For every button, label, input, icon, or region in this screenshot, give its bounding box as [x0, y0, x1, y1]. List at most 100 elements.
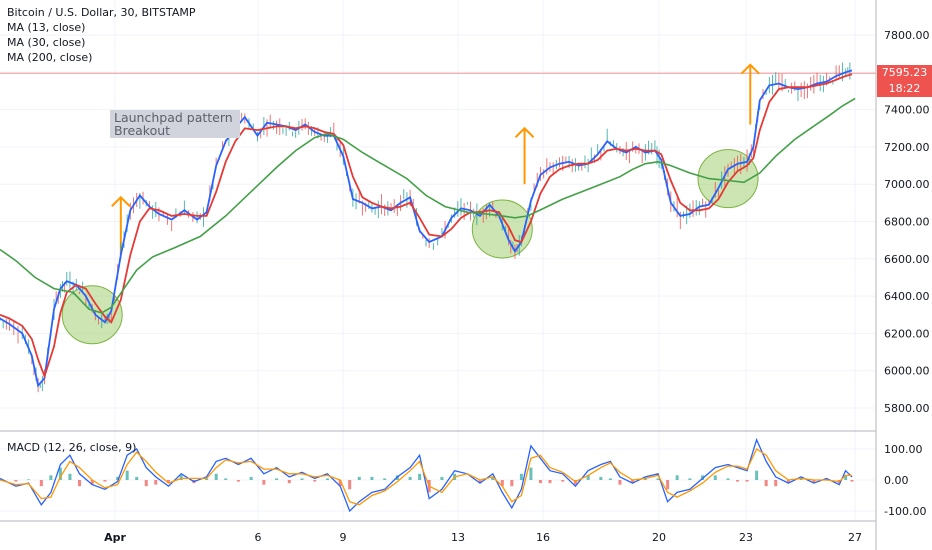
macd-histogram-bar	[300, 478, 304, 480]
macd-tick-label: 0.00	[884, 474, 909, 487]
price-tick-label: 5800.00	[884, 402, 930, 415]
ma200-line	[0, 97, 856, 314]
price-series	[0, 62, 856, 393]
grid-lines	[0, 0, 876, 520]
price-tick-label: 7000.00	[884, 178, 930, 191]
macd-histogram-bar	[135, 476, 139, 480]
price-tick-label: 6600.00	[884, 253, 930, 266]
price-tick-label: 6800.00	[884, 216, 930, 229]
macd-histogram-bar	[103, 480, 107, 482]
ma13-legend[interactable]: MA (13, close)	[7, 21, 86, 34]
price-tick-label: 7800.00	[884, 29, 930, 42]
macd-histogram-bar	[599, 476, 603, 480]
macd-tick-label: 100.00	[884, 443, 923, 456]
bar-countdown-label: 18:22	[877, 81, 932, 97]
macd-histogram-bar	[383, 478, 387, 480]
macd-histogram-bar	[510, 480, 514, 487]
macd-histogram-bar	[357, 476, 361, 480]
macd-histogram-bar	[338, 480, 342, 487]
launchpad-circle	[61, 285, 123, 345]
macd-histogram-bar	[418, 473, 422, 480]
macd-histogram-bar	[666, 480, 670, 490]
macd-histogram-bar	[249, 476, 253, 480]
macd-histogram-bar	[675, 475, 679, 480]
macd-histogram-bar	[825, 478, 829, 480]
macd-title[interactable]: MACD (12, 26, close, 9)	[7, 441, 137, 454]
macd-histogram-bar	[313, 480, 317, 482]
macd-histogram-bar	[275, 478, 279, 480]
macd-histogram-bar	[77, 480, 81, 487]
macd-histogram-bar	[519, 473, 523, 480]
price-tick-label: 6000.00	[884, 365, 930, 378]
macd-histogram-bar	[440, 476, 444, 480]
macd-histogram-bar	[500, 480, 504, 487]
macd-histogram-bar	[154, 480, 158, 485]
macd-histogram-bar	[586, 475, 590, 480]
macd-histogram-bar	[478, 480, 482, 484]
macd-histogram-bar	[656, 478, 660, 480]
macd-histogram-bar	[491, 476, 495, 480]
macd-histogram-bar	[688, 478, 692, 480]
macd-histogram-bar	[325, 478, 329, 480]
breakout-arrowhead	[514, 126, 535, 138]
breakout-arrowhead	[740, 63, 760, 75]
macd-histogram-bar	[287, 480, 291, 484]
macd-histogram-bar	[561, 480, 565, 482]
macd-histogram-bar	[58, 467, 62, 480]
macd-histogram-bar	[205, 478, 209, 480]
macd-histogram-bar	[370, 476, 374, 480]
ma200-legend[interactable]: MA (200, close)	[7, 51, 93, 64]
macd-histogram-bar	[548, 480, 552, 484]
ma13-line	[0, 69, 853, 388]
macd-histogram-bar	[755, 470, 759, 480]
symbol-title[interactable]: Bitcoin / U.S. Dollar, 30, BITSTAMP	[7, 6, 196, 19]
macd-histogram-bar	[39, 480, 43, 487]
macd-histogram-bar	[786, 480, 790, 484]
macd-histogram-bar	[27, 479, 31, 480]
current-price-label: 7595.23	[877, 65, 932, 81]
ma30-line	[0, 73, 853, 380]
macd-legend: MACD (12, 26, close, 9)	[7, 440, 136, 455]
macd-tick-label: -100.00	[884, 505, 926, 518]
time-tick-label: 20	[652, 531, 666, 544]
macd-histogram-bar	[799, 478, 803, 480]
macd-histogram-bar	[408, 476, 412, 480]
macd-histogram-bar	[850, 480, 854, 482]
macd-histogram-bar	[713, 475, 717, 480]
price-tick-label: 6200.00	[884, 327, 930, 340]
macd-histogram-bar	[262, 480, 266, 485]
macd-histogram-bar	[125, 470, 129, 480]
macd-histogram-bar	[224, 478, 228, 480]
macd-histogram-bar	[736, 480, 740, 482]
macd-histogram-bar	[90, 480, 94, 485]
annotation-line-2: Breakout	[114, 123, 171, 138]
time-tick-label: 13	[451, 531, 465, 544]
macd-histogram-bar	[538, 480, 542, 484]
macd-histogram-bar	[116, 476, 120, 480]
launchpad-annotation[interactable]: Launchpad pattern Breakout	[110, 110, 240, 138]
time-tick-label: 16	[536, 531, 550, 544]
macd-histogram-bar	[812, 480, 816, 484]
macd-histogram-bar	[726, 478, 730, 480]
macd-histogram-bar	[166, 480, 170, 484]
macd-histogram-bar	[49, 475, 53, 480]
annotation-line-1: Launchpad pattern	[114, 110, 233, 125]
macd-histogram-bar	[844, 475, 848, 480]
macd-histogram-bar	[573, 480, 577, 485]
macd-histogram-bar	[14, 480, 18, 482]
macd-histogram-bar	[529, 467, 533, 480]
ma30-legend[interactable]: MA (30, close)	[7, 36, 86, 49]
macd-histogram-bar	[774, 480, 778, 487]
price-tick-label: 7200.00	[884, 141, 930, 154]
macd-histogram-bar	[745, 480, 749, 482]
price-tick-label: 6400.00	[884, 290, 930, 303]
macd-histogram-bar	[348, 480, 352, 490]
macd-histogram-bar	[179, 475, 183, 480]
macd-histogram-bar	[764, 480, 768, 487]
macd-histogram-bar	[631, 480, 635, 484]
macd-series	[0, 437, 854, 513]
signal-line	[0, 448, 852, 506]
time-tick-label: Apr	[104, 531, 126, 544]
